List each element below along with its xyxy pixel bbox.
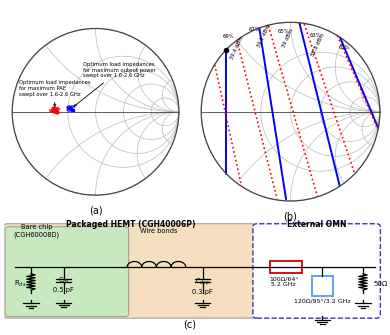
Text: (c): (c) — [183, 319, 196, 329]
Text: 100Ω/64°
5.2 GHz: 100Ω/64° 5.2 GHz — [269, 276, 299, 287]
Text: (b): (b) — [284, 212, 298, 222]
Text: 39 dBm: 39 dBm — [282, 28, 295, 48]
Text: Bare chip
(CGH60008D): Bare chip (CGH60008D) — [14, 224, 60, 238]
Text: Packaged HEMT (CGH40006P): Packaged HEMT (CGH40006P) — [66, 220, 195, 229]
Text: 67%: 67% — [249, 27, 261, 32]
Text: 69%: 69% — [222, 35, 234, 40]
Text: Optimum load impedances
for maximum PAE
swept over 1.6-2.6 GHz: Optimum load impedances for maximum PAE … — [19, 80, 90, 107]
Text: 50Ω: 50Ω — [374, 281, 388, 287]
Text: (a): (a) — [89, 205, 102, 215]
Text: 120Ω/95°/3.2 GHz: 120Ω/95°/3.2 GHz — [294, 299, 351, 304]
Text: External OMN: External OMN — [287, 220, 346, 229]
Bar — [269, 261, 302, 273]
Text: 39.2 dBm: 39.2 dBm — [257, 23, 272, 48]
Text: 38.8 dBm: 38.8 dBm — [310, 32, 326, 57]
FancyBboxPatch shape — [253, 224, 380, 318]
Text: C$_{ds}$
0.5 pF: C$_{ds}$ 0.5 pF — [53, 276, 74, 293]
Text: 63%: 63% — [310, 32, 321, 38]
Text: Optimum load impedances
for maximum output power
swept over 1.6-2.6 GHz: Optimum load impedances for maximum outp… — [74, 62, 156, 106]
Text: 39.4 dBm: 39.4 dBm — [230, 36, 245, 61]
Text: 61%: 61% — [339, 45, 350, 50]
FancyBboxPatch shape — [5, 227, 129, 317]
Text: R$_{ds}$: R$_{ds}$ — [14, 279, 27, 289]
Text: Wire bonds: Wire bonds — [140, 228, 177, 234]
Text: C$_{dsp}$
0.3 pF: C$_{dsp}$ 0.3 pF — [192, 276, 213, 295]
Bar — [312, 276, 333, 296]
Text: 65%: 65% — [278, 29, 289, 34]
FancyBboxPatch shape — [3, 224, 256, 318]
